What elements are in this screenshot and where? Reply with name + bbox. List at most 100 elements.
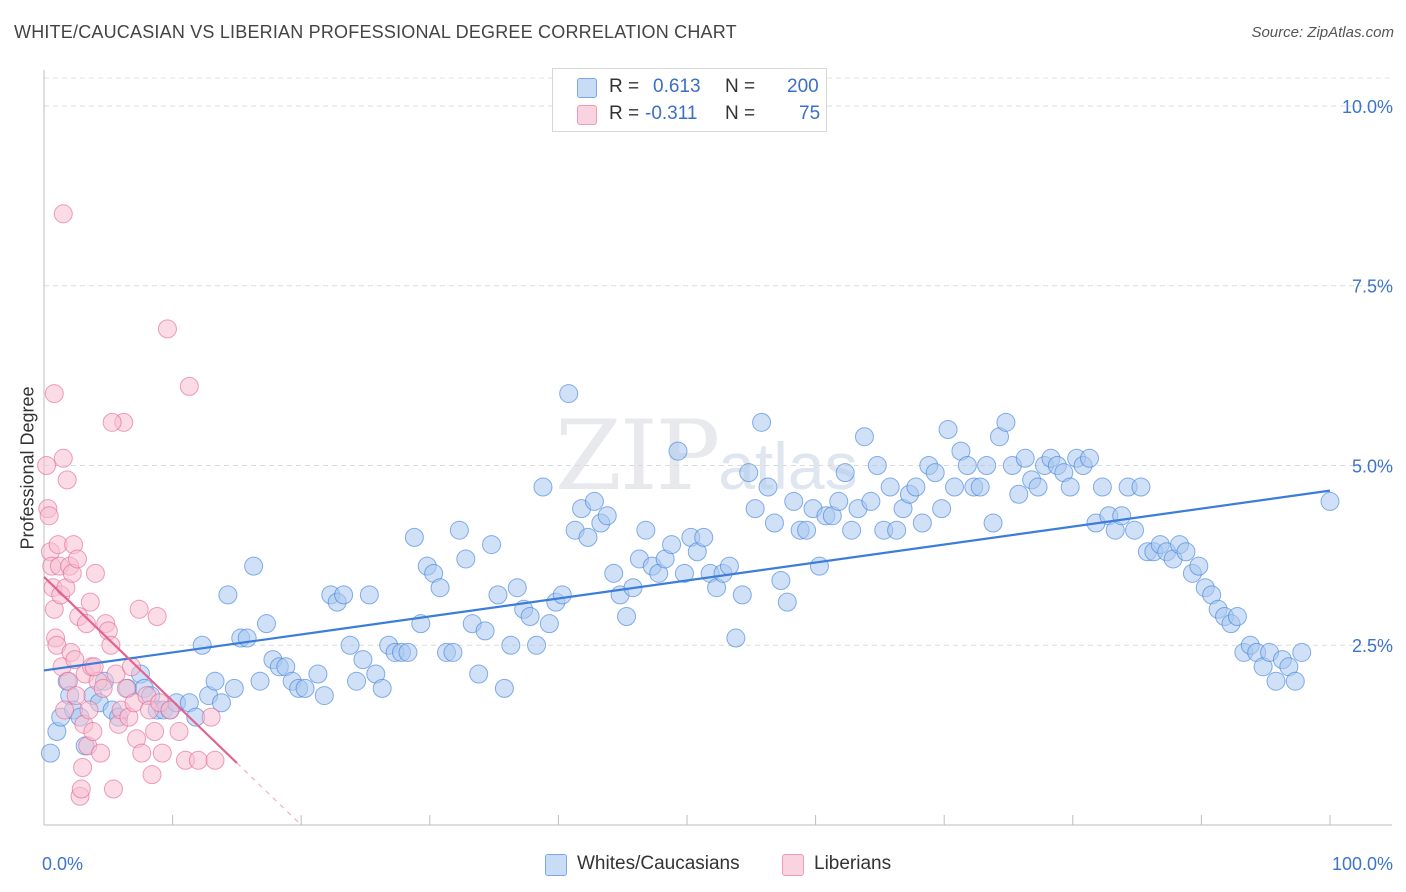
legend-swatch-whites — [577, 78, 597, 98]
data-point — [1028, 477, 1048, 497]
data-point — [777, 592, 797, 612]
bottom-legend-whites[interactable]: Whites/Caucasians — [545, 852, 765, 876]
data-point — [67, 549, 87, 569]
data-point — [1227, 606, 1247, 626]
data-point — [106, 664, 126, 684]
data-point — [944, 477, 964, 497]
data-point — [157, 319, 177, 339]
data-point — [53, 448, 73, 468]
bottom-legend-label-whites: Whites/Caucasians — [577, 853, 740, 874]
data-point — [147, 606, 167, 626]
data-point — [211, 693, 231, 713]
data-point — [867, 455, 887, 475]
data-point — [84, 657, 104, 677]
data-point — [1292, 642, 1312, 662]
data-point — [85, 563, 105, 583]
data-point — [925, 463, 945, 483]
legend-r-label: R = — [609, 103, 640, 124]
data-point — [346, 671, 366, 691]
data-point — [938, 420, 958, 440]
trend-line — [43, 576, 238, 764]
data-point — [1092, 477, 1112, 497]
trend-lines — [43, 489, 1331, 826]
data-point — [40, 743, 60, 763]
data-point — [66, 686, 86, 706]
data-point — [1125, 520, 1145, 540]
data-point — [73, 757, 93, 777]
y-tick-label: 2.5% — [1352, 636, 1393, 656]
legend-r-value: -0.311 — [645, 103, 698, 124]
data-point — [83, 722, 103, 742]
source-credit: Source: ZipAtlas.com — [1251, 24, 1394, 41]
data-point — [1176, 542, 1196, 562]
trend-line — [43, 489, 1331, 672]
data-point — [37, 455, 57, 475]
data-point — [829, 491, 849, 511]
data-point — [752, 412, 772, 432]
y-tick-label: 10.0% — [1342, 97, 1393, 117]
data-point — [488, 585, 508, 605]
data-point — [65, 650, 85, 670]
bottom-legend-label-liberians: Liberians — [814, 853, 892, 874]
tick-labels: 2.5% 5.0% 7.5% 10.0% 0.0% 100.0% — [42, 97, 1393, 874]
data-point — [308, 664, 328, 684]
data-point — [539, 614, 559, 634]
data-point — [668, 441, 688, 461]
y-tick-label: 5.0% — [1352, 456, 1393, 476]
data-point — [597, 506, 617, 526]
y-axis-label: Professional Degree — [17, 386, 38, 550]
bottom-legend-liberians[interactable]: Liberians — [782, 852, 922, 876]
data-point — [160, 700, 180, 720]
data-point — [475, 621, 495, 641]
legend-swatch-liberians — [577, 105, 597, 125]
data-point — [449, 520, 469, 540]
data-point — [527, 635, 547, 655]
data-point — [1131, 477, 1151, 497]
data-point — [132, 743, 152, 763]
data-point — [784, 491, 804, 511]
data-point — [244, 556, 264, 576]
data-point — [842, 520, 862, 540]
data-point — [102, 412, 122, 432]
data-point — [578, 527, 598, 547]
data-point — [983, 513, 1003, 533]
data-point — [494, 678, 514, 698]
data-point — [55, 700, 75, 720]
data-point — [617, 606, 637, 626]
data-point — [456, 549, 476, 569]
data-point — [79, 700, 99, 720]
data-point — [192, 635, 212, 655]
legend-n-label: N = — [725, 103, 756, 124]
y-tick-label: 7.5% — [1352, 277, 1393, 297]
data-point — [169, 722, 189, 742]
data-point — [152, 743, 172, 763]
data-point — [372, 678, 392, 698]
series-whites-points — [40, 384, 1340, 763]
data-point — [201, 707, 221, 727]
data-point — [996, 412, 1016, 432]
legend-n-value: 75 — [799, 103, 821, 124]
data-point — [912, 513, 932, 533]
data-point — [250, 671, 270, 691]
data-point — [507, 578, 527, 598]
data-point — [205, 671, 225, 691]
data-point — [604, 563, 624, 583]
data-point — [694, 527, 714, 547]
data-point — [584, 491, 604, 511]
data-point — [314, 686, 334, 706]
data-point — [977, 455, 997, 475]
legend-n-label: N = — [725, 76, 756, 97]
data-point — [674, 563, 694, 583]
data-point — [1320, 491, 1340, 511]
data-point — [1112, 506, 1132, 526]
stats-legend: R = 0.613 N = 200 R = -0.311 N = 75 — [552, 68, 827, 132]
data-point — [636, 520, 656, 540]
data-point — [758, 477, 778, 497]
data-point — [854, 427, 874, 447]
data-point — [443, 642, 463, 662]
axes — [43, 70, 1392, 826]
data-point — [39, 506, 59, 526]
data-point — [861, 491, 881, 511]
data-point — [1189, 556, 1209, 576]
